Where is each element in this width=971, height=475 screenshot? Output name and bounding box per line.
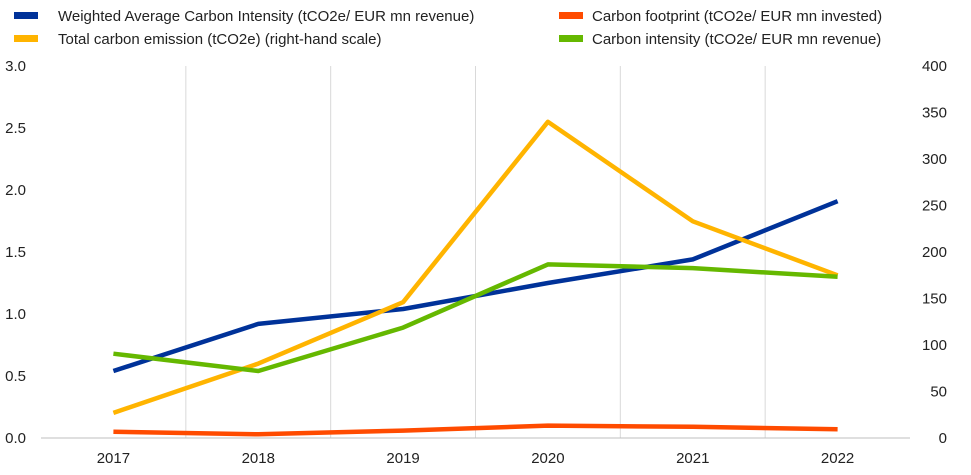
left-tick-label: 3.0 [5, 58, 26, 75]
x-tick-label: 2017 [97, 450, 130, 467]
left-tick-label: 2.5 [5, 120, 26, 137]
legend-item-weighted-average-carbon-intensity: Weighted Average Carbon Intensity (tCO2e… [14, 8, 474, 25]
legend-label: Carbon footprint (tCO2e/ EUR mn invested… [592, 8, 882, 25]
gridlines [185, 66, 766, 438]
left-tick-label: 0.0 [5, 430, 26, 447]
left-axis: 0.0 0.5 1.0 1.5 2.0 2.5 3.0 [5, 58, 26, 447]
right-tick-label: 300 [922, 151, 947, 168]
right-tick-label: 250 [922, 198, 947, 215]
left-tick-label: 1.5 [5, 244, 26, 261]
legend-item-total-carbon-emission: Total carbon emission (tCO2e) (right-han… [14, 31, 381, 48]
right-tick-label: 150 [922, 291, 947, 308]
left-tick-label: 1.0 [5, 306, 26, 323]
x-tick-label: 2018 [242, 450, 275, 467]
legend-item-carbon-footprint: Carbon footprint (tCO2e/ EUR mn invested… [559, 8, 882, 25]
series-line-1 [113, 423, 838, 437]
legend-swatch [14, 35, 38, 42]
x-axis: 2017 2018 2019 2020 2021 2022 [97, 450, 855, 467]
series [112, 119, 839, 437]
x-tick-label: 2021 [676, 450, 709, 467]
legend-swatch [559, 35, 583, 42]
series-line-3 [113, 262, 838, 374]
left-tick-label: 0.5 [5, 368, 26, 385]
legend: Weighted Average Carbon Intensity (tCO2e… [14, 8, 882, 48]
series-line-2 [112, 119, 839, 416]
right-tick-label: 50 [930, 384, 947, 401]
legend-swatch [14, 12, 38, 19]
x-tick-label: 2020 [531, 450, 564, 467]
legend-label: Carbon intensity (tCO2e/ EUR mn revenue) [592, 31, 881, 48]
x-tick-label: 2022 [821, 450, 854, 467]
legend-label: Weighted Average Carbon Intensity (tCO2e… [58, 8, 474, 25]
right-tick-label: 400 [922, 58, 947, 75]
x-tick-label: 2019 [386, 450, 419, 467]
left-tick-label: 2.0 [5, 182, 26, 199]
right-tick-label: 350 [922, 105, 947, 122]
legend-swatch [559, 12, 583, 19]
right-tick-label: 200 [922, 244, 947, 261]
legend-label: Total carbon emission (tCO2e) (right-han… [58, 31, 381, 48]
right-tick-label: 100 [922, 337, 947, 354]
right-axis: 0 50 100 150 200 250 300 350 400 [922, 58, 947, 447]
right-tick-label: 0 [939, 430, 947, 447]
legend-item-carbon-intensity: Carbon intensity (tCO2e/ EUR mn revenue) [559, 31, 881, 48]
